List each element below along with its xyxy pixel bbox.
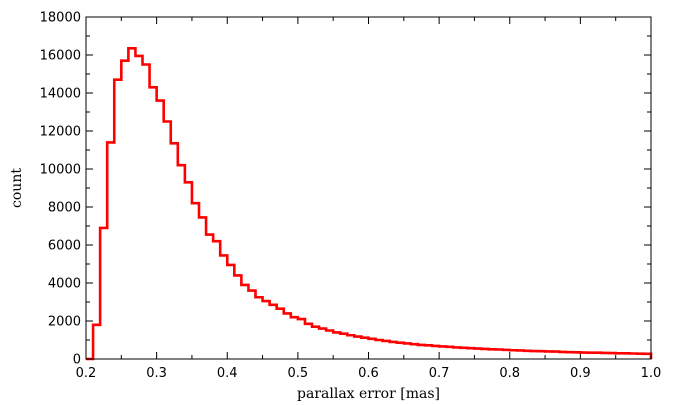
x-tick-label: 0.4 bbox=[217, 366, 238, 381]
x-tick-label: 0.3 bbox=[146, 366, 167, 381]
y-tick-label: 6000 bbox=[48, 239, 81, 254]
plot-area bbox=[86, 17, 651, 359]
y-tick-label: 2000 bbox=[48, 315, 81, 330]
y-tick-label: 0 bbox=[73, 353, 81, 368]
x-tick-label: 0.7 bbox=[429, 366, 450, 381]
y-tick-label: 12000 bbox=[40, 125, 81, 140]
y-axis-label: count bbox=[9, 168, 25, 208]
y-tick-label: 10000 bbox=[40, 163, 81, 178]
y-tick-label: 16000 bbox=[40, 49, 81, 64]
x-tick-labels: 0.2 0.3 0.4 0.5 0.6 0.7 0.8 0.9 1.0 bbox=[76, 366, 662, 381]
x-tick-label: 0.8 bbox=[499, 366, 520, 381]
x-tick-label: 0.2 bbox=[76, 366, 97, 381]
y-tick-label: 8000 bbox=[48, 201, 81, 216]
y-tick-label: 18000 bbox=[40, 11, 81, 26]
histogram-step-line bbox=[86, 47, 653, 361]
x-tick-label: 0.6 bbox=[358, 366, 379, 381]
x-axis-label: parallax error [mas] bbox=[297, 386, 440, 402]
axis-ticks bbox=[85, 16, 652, 360]
y-tick-labels: 0 2000 4000 6000 8000 10000 12000 14000 16000 180… bbox=[40, 11, 81, 368]
plot-frame bbox=[85, 16, 652, 360]
y-tick-label: 14000 bbox=[40, 87, 81, 102]
x-tick-label: 0.9 bbox=[570, 366, 591, 381]
x-tick-label: 0.5 bbox=[288, 366, 309, 381]
y-tick-label: 4000 bbox=[48, 277, 81, 292]
x-tick-label: 1.0 bbox=[641, 366, 662, 381]
